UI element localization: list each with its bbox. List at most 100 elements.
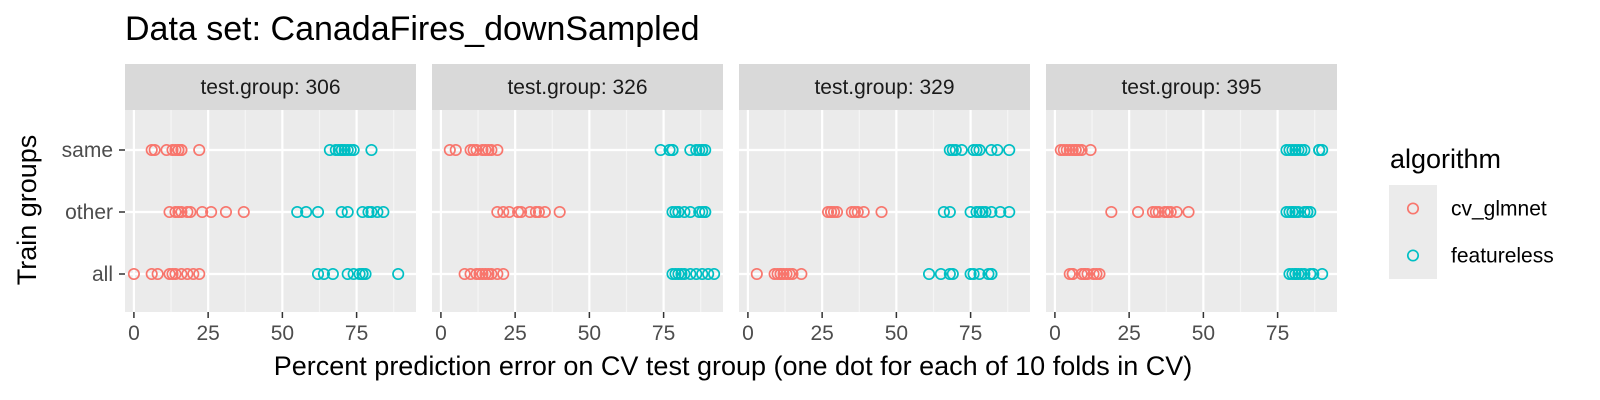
point-featureless xyxy=(377,205,390,219)
x-tick-label: 25 xyxy=(196,322,219,345)
point-featureless xyxy=(347,267,360,281)
point-cv_glmnet xyxy=(1060,143,1073,157)
point-featureless xyxy=(985,267,998,281)
chart-title: Data set: CanadaFires_downSampled xyxy=(125,10,700,48)
x-tick-label: 75 xyxy=(652,322,675,345)
legend-key-bg xyxy=(1389,185,1437,232)
point-featureless xyxy=(699,205,712,219)
point-featureless xyxy=(979,205,992,219)
point-cv_glmnet xyxy=(443,143,456,157)
point-featureless xyxy=(335,205,348,219)
point-cv_glmnet xyxy=(491,143,504,157)
legend-label-featureless: featureless xyxy=(1451,245,1554,268)
point-cv_glmnet xyxy=(1105,205,1118,219)
point-featureless xyxy=(311,267,325,281)
point-cv_glmnet xyxy=(458,267,471,281)
point-cv_glmnet xyxy=(795,267,808,281)
x-tick-label: 25 xyxy=(810,322,833,345)
point-featureless xyxy=(964,205,977,219)
point-cv_glmnet xyxy=(497,267,510,281)
y-tick-label-same: same xyxy=(62,139,113,162)
point-featureless xyxy=(684,267,697,281)
facet-panels: test.group: 306 0 25 50 75 test.group: 326 0 25… xyxy=(125,64,1337,345)
x-tick-label: 0 xyxy=(435,322,447,345)
point-featureless xyxy=(1003,143,1016,157)
point-cv_glmnet xyxy=(449,143,462,157)
point-featureless xyxy=(949,143,962,157)
facet-strip-label: test.group: 329 xyxy=(814,76,954,99)
point-cv_glmnet xyxy=(196,205,209,219)
point-cv_glmnet xyxy=(1078,267,1091,281)
facet-panel-306: test.group: 306 0 25 50 75 xyxy=(125,64,416,345)
point-featureless xyxy=(1289,267,1302,281)
point-cv_glmnet xyxy=(1093,267,1106,281)
x-tick-label: 50 xyxy=(578,322,601,345)
point-featureless xyxy=(654,143,667,157)
point-featureless xyxy=(666,143,679,157)
point-featureless xyxy=(1298,267,1311,281)
facet-strip xyxy=(739,64,1030,110)
x-tick-label: 75 xyxy=(959,322,982,345)
point-featureless xyxy=(1301,205,1314,219)
point-featureless xyxy=(291,205,304,219)
point-featureless xyxy=(359,267,372,281)
x-tick-label: 0 xyxy=(742,322,754,345)
point-featureless xyxy=(365,143,378,157)
point-cv_glmnet xyxy=(464,267,477,281)
legend-key-cv_glmnet xyxy=(1406,202,1420,215)
point-cv_glmnet xyxy=(1182,205,1195,219)
x-axis-title: Percent prediction error on CV test grou… xyxy=(274,351,1193,381)
point-cv_glmnet xyxy=(532,205,545,219)
point-featureless xyxy=(317,267,330,281)
point-featureless xyxy=(684,143,697,157)
point-cv_glmnet xyxy=(875,205,888,219)
point-featureless xyxy=(326,267,339,281)
point-cv_glmnet xyxy=(848,205,861,219)
point-cv_glmnet xyxy=(479,267,492,281)
x-tick-label: 25 xyxy=(1117,322,1140,345)
point-cv_glmnet xyxy=(553,205,566,219)
point-cv_glmnet xyxy=(491,267,504,281)
x-tick-label: 0 xyxy=(1049,322,1061,345)
x-tick-label: 50 xyxy=(271,322,294,345)
point-cv_glmnet xyxy=(175,267,188,281)
legend: algorithm cv_glmnet featureless xyxy=(1389,144,1554,279)
point-cv_glmnet xyxy=(1075,143,1088,157)
point-cv_glmnet xyxy=(497,205,510,219)
point-featureless xyxy=(341,267,354,281)
point-cv_glmnet xyxy=(1149,205,1162,219)
point-featureless xyxy=(946,267,959,281)
point-cv_glmnet xyxy=(127,267,140,281)
facet-panel-326: test.group: 326 0 25 50 75 xyxy=(432,64,723,345)
point-cv_glmnet xyxy=(193,267,206,281)
point-cv_glmnet xyxy=(205,205,218,219)
point-featureless xyxy=(934,267,947,281)
point-featureless xyxy=(1286,205,1299,219)
point-featureless xyxy=(392,267,405,281)
point-cv_glmnet xyxy=(515,205,528,219)
x-tick-label: 75 xyxy=(1266,322,1289,345)
point-cv_glmnet xyxy=(172,143,185,157)
point-cv_glmnet xyxy=(184,205,197,219)
point-cv_glmnet xyxy=(160,143,173,157)
y-tick-label-other: other xyxy=(65,201,113,224)
point-featureless xyxy=(985,143,998,157)
point-featureless xyxy=(311,205,325,219)
point-featureless xyxy=(922,267,936,281)
point-featureless xyxy=(937,205,950,219)
point-featureless xyxy=(371,205,384,219)
point-featureless xyxy=(356,205,369,219)
x-tick-label: 50 xyxy=(885,322,908,345)
point-featureless xyxy=(696,267,709,281)
point-cv_glmnet xyxy=(145,267,158,281)
point-cv_glmnet xyxy=(1170,205,1183,219)
point-cv_glmnet xyxy=(830,205,844,219)
point-cv_glmnet xyxy=(538,205,551,219)
point-cv_glmnet xyxy=(151,267,164,281)
point-cv_glmnet xyxy=(181,267,194,281)
point-cv_glmnet xyxy=(482,143,495,157)
point-cv_glmnet xyxy=(750,267,763,281)
point-featureless xyxy=(323,143,336,157)
point-cv_glmnet xyxy=(1132,205,1145,219)
